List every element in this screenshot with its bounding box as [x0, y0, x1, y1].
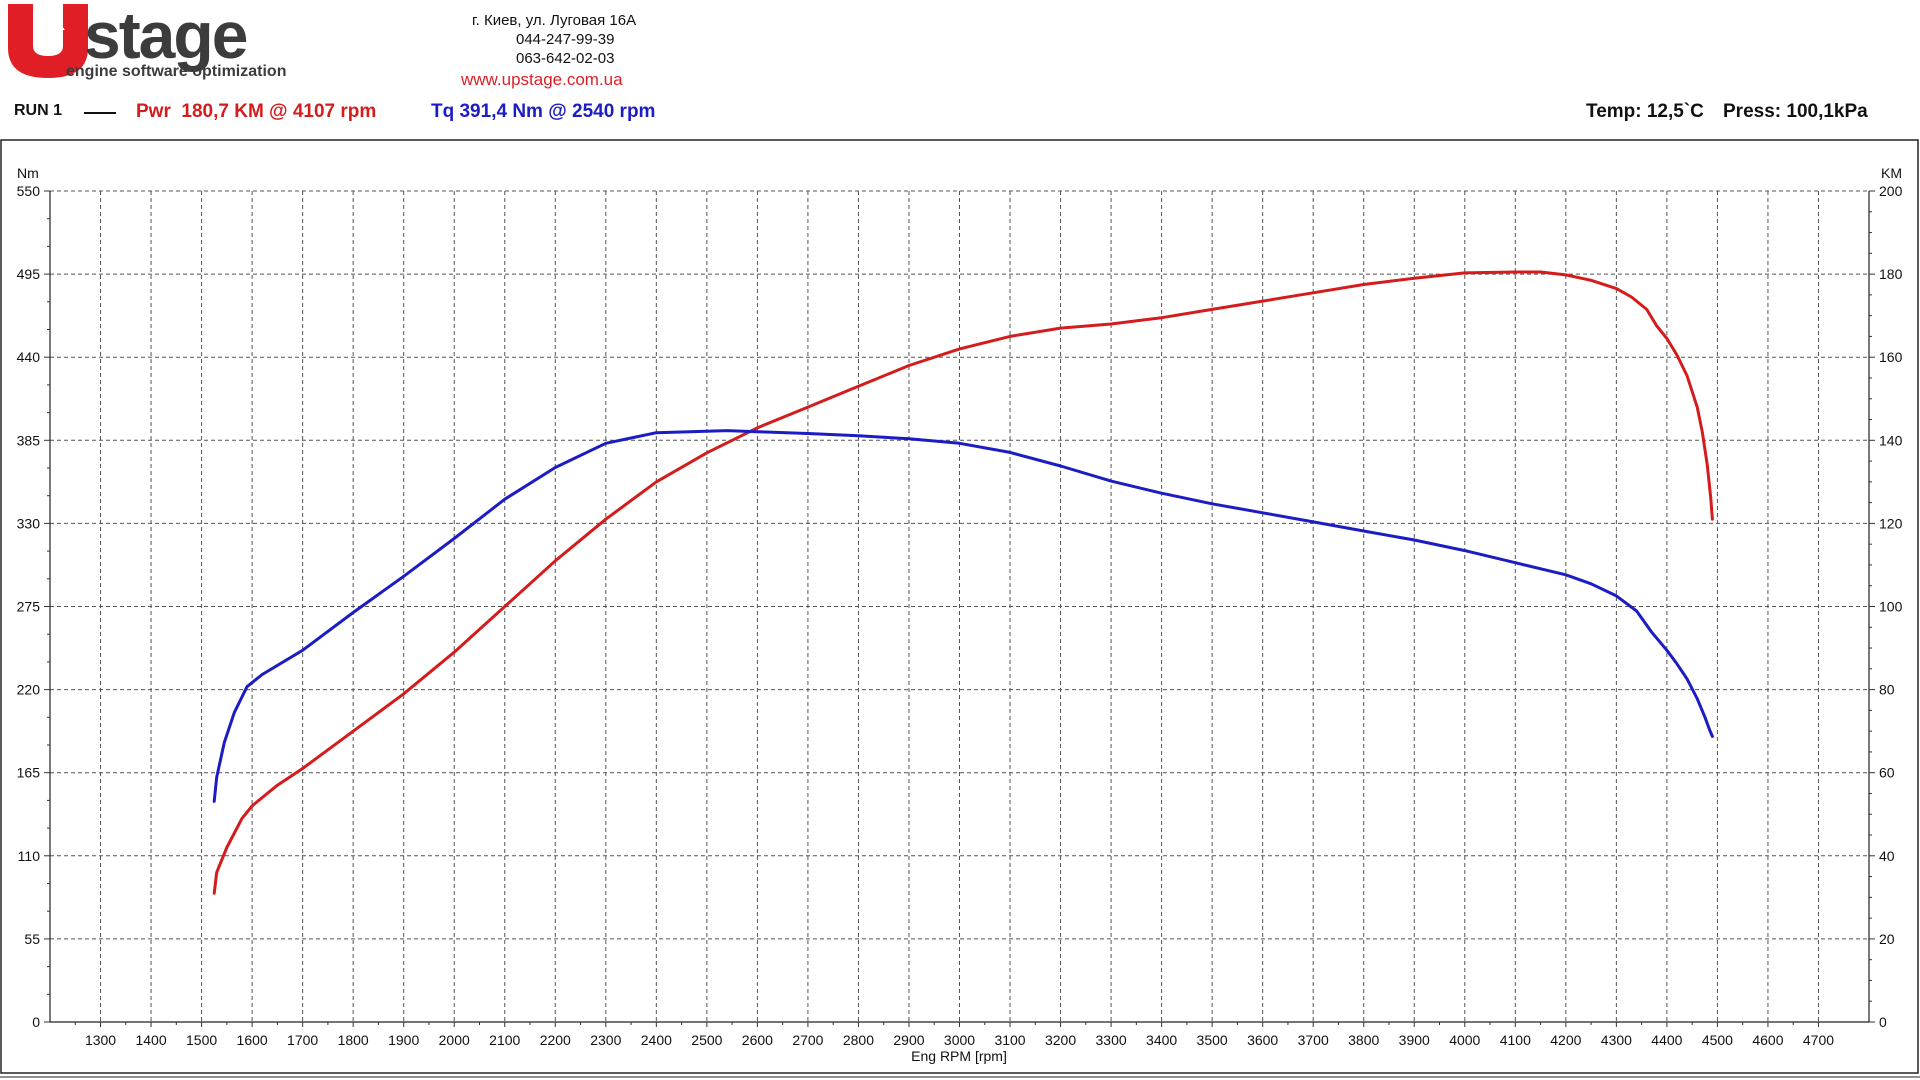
x-tick-label: 4000 [1449, 1032, 1480, 1048]
run-label: RUN 1 [14, 102, 63, 119]
chart-frame [0, 139, 1919, 1074]
x-tick-label: 1700 [287, 1032, 318, 1048]
x-tick-label: 1800 [338, 1032, 369, 1048]
x-tick-label: 1600 [237, 1032, 268, 1048]
x-tick-label: 2700 [792, 1032, 823, 1048]
power-summary: Pwr 180,7 KM @ 4107 rpm [136, 101, 377, 122]
run-line-swatch [84, 112, 116, 114]
y-tick-label-left: 440 [17, 349, 41, 365]
x-tick-label: 2400 [641, 1032, 672, 1048]
y-tick-label-right: 180 [1879, 266, 1903, 282]
x-tick-label: 4300 [1601, 1032, 1632, 1048]
y-tick-label-left: 220 [17, 682, 41, 698]
x-tick-label: 4500 [1702, 1032, 1733, 1048]
x-tick-label: 1400 [135, 1032, 166, 1048]
address-text: г. Киев, ул. Луговая 16А [472, 12, 637, 29]
x-tick-label: 3100 [994, 1032, 1025, 1048]
y-tick-label-left: 165 [17, 765, 41, 781]
x-tick-label: 3200 [1045, 1032, 1076, 1048]
website-link[interactable]: www.upstage.com.ua [461, 70, 623, 89]
x-tick-label: 2200 [540, 1032, 571, 1048]
x-tick-label: 2500 [691, 1032, 722, 1048]
x-tick-label: 2800 [843, 1032, 874, 1048]
x-tick-label: 1500 [186, 1032, 217, 1048]
y-tick-label-left: 110 [18, 848, 41, 864]
y-tick-label-left: 0 [32, 1014, 40, 1030]
x-tick-label: 2100 [489, 1032, 520, 1048]
y-tick-label-right: 160 [1879, 349, 1903, 365]
y-tick-label-left: 495 [17, 266, 41, 282]
torque-summary: Tq 391,4 Nm @ 2540 rpm [431, 101, 656, 122]
x-tick-label: 1300 [85, 1032, 116, 1048]
phone-2: 063-642-02-03 [516, 50, 615, 67]
logo-tagline: engine software optimization [66, 63, 286, 80]
x-tick-label: 1900 [388, 1032, 419, 1048]
x-tick-label: 3300 [1096, 1032, 1127, 1048]
x-tick-label: 3500 [1197, 1032, 1228, 1048]
power-curve [212, 270, 1714, 895]
x-tick-label: 3700 [1298, 1032, 1329, 1048]
x-tick-label: 4200 [1550, 1032, 1581, 1048]
logo-u-shape [8, 4, 88, 78]
x-tick-label: 2900 [893, 1032, 924, 1048]
temp-readout: Temp: 12,5`C [1586, 101, 1704, 122]
x-tick-label: 2300 [590, 1032, 621, 1048]
x-tick-label: 3000 [944, 1032, 975, 1048]
y-axis-label-left: Nm [17, 165, 39, 181]
y-tick-label-right: 20 [1879, 931, 1895, 947]
x-tick-label: 3900 [1399, 1032, 1430, 1048]
x-tick-label: 2600 [742, 1032, 773, 1048]
y-tick-label-right: 80 [1879, 682, 1895, 698]
pressure-readout: Press: 100,1kPa [1723, 101, 1868, 122]
y-tick-label-left: 55 [24, 931, 40, 947]
logo-word: stage [84, 0, 247, 72]
x-axis-label: Eng RPM [rpm] [911, 1048, 1007, 1064]
y-tick-label-left: 385 [17, 432, 41, 448]
x-tick-label: 2000 [439, 1032, 470, 1048]
y-tick-label-right: 200 [1879, 183, 1903, 199]
x-tick-label: 4600 [1752, 1032, 1783, 1048]
y-tick-label-right: 120 [1879, 515, 1903, 531]
x-tick-label: 3400 [1146, 1032, 1177, 1048]
phone-1: 044-247-99-39 [516, 31, 615, 48]
y-tick-label-right: 140 [1879, 432, 1903, 448]
up-arrow-icon [35, 10, 65, 54]
y-tick-label-right: 60 [1879, 765, 1895, 781]
x-tick-label: 3800 [1348, 1032, 1379, 1048]
y-tick-label-left: 330 [17, 515, 41, 531]
torque-curve [212, 429, 1714, 803]
upstage-logo: stage engine software optimization [8, 0, 286, 80]
y-tick-label-right: 100 [1879, 599, 1903, 615]
y-tick-label-left: 550 [17, 183, 41, 199]
x-tick-label: 4700 [1803, 1032, 1834, 1048]
y-tick-label-left: 275 [17, 599, 41, 615]
y-tick-label-right: 40 [1879, 848, 1895, 864]
x-tick-label: 4400 [1651, 1032, 1682, 1048]
y-axis-label-right: KM [1881, 165, 1902, 181]
x-tick-label: 4100 [1500, 1032, 1531, 1048]
x-tick-label: 3600 [1247, 1032, 1278, 1048]
y-tick-label-right: 0 [1879, 1014, 1887, 1030]
